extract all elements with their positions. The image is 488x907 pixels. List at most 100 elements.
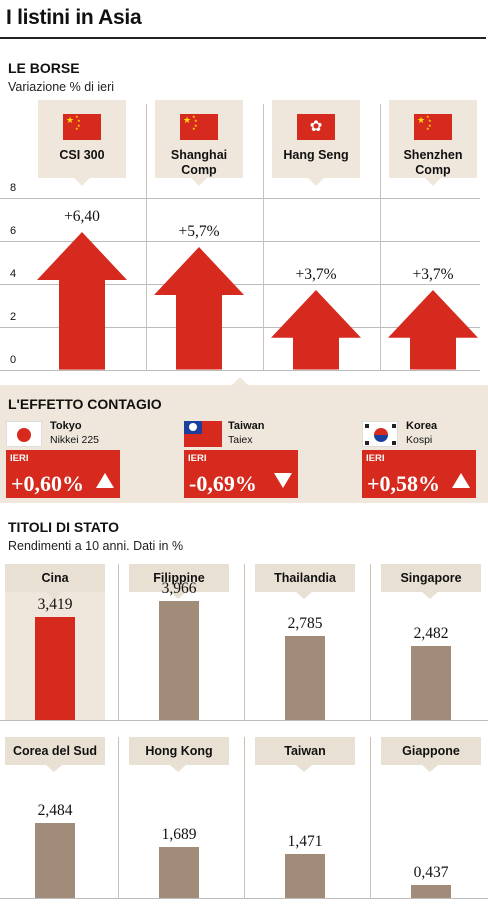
column-separator [370, 737, 371, 898]
yield-bar [411, 884, 451, 898]
column-separator [118, 564, 119, 720]
titoli-subtitle: Rendimenti a 10 anni. Dati in % [8, 539, 184, 553]
china-flag-icon: ★ ★ ★ ★ ★ [180, 114, 218, 140]
flag-star-small: ★ [426, 114, 430, 119]
bar-value-label: +3,7% [412, 266, 454, 284]
contagio-index: Nikkei 225 [50, 434, 100, 446]
contagio-tag: IERI [10, 453, 29, 464]
yield-bar [285, 636, 325, 720]
borse-subtitle: Variazione % di ieri [8, 80, 115, 94]
flag-star-small: ★ [75, 126, 79, 131]
flag-star-small: ★ [194, 123, 198, 128]
triangle-down-icon [274, 473, 292, 488]
flag-canton [184, 421, 202, 434]
column-header-box: ★ ★ ★ ★ ★ CSI 300 [38, 100, 126, 178]
country-label: Singapore [381, 564, 481, 592]
yield-value-label: 1,689 [161, 826, 197, 844]
contagio-items: Tokyo Nikkei 225 IERI +0,60% Taiwan Taiex IERI… [0, 418, 488, 502]
contagio-badge: IERI -0,69% [184, 450, 298, 498]
bar-arrow [37, 232, 127, 370]
bar-value-label: +3,7% [295, 266, 337, 284]
yield-bar [35, 823, 75, 898]
contagio-value: +0,60% [11, 471, 85, 496]
gridline [0, 241, 480, 242]
yield-value-label: 0,437 [413, 863, 449, 881]
country-label: Hong Kong [129, 737, 229, 765]
flag-star: ★ [183, 115, 192, 125]
bar-arrow-shape [271, 290, 361, 370]
contagio-tag: IERI [188, 453, 207, 464]
titoli-title: TITOLI DI STATO [8, 519, 119, 535]
y-tick-label: 4 [10, 268, 17, 280]
column-separator [370, 564, 371, 720]
triangle-up-icon [96, 473, 114, 488]
column-header-pointer [425, 178, 441, 186]
country-label: Corea del Sud [5, 737, 105, 765]
flag-bauhinia: ✿ [309, 118, 323, 135]
bar-arrow [154, 247, 244, 370]
column-header-pointer [191, 178, 207, 186]
column-separator [244, 737, 245, 898]
bar-arrow-shape [37, 232, 127, 370]
borse-title: LE BORSE [8, 60, 80, 76]
triangle-up-icon [452, 473, 470, 488]
country-label-pointer [296, 592, 312, 599]
contagio-pointer [231, 377, 249, 386]
hong-kong-flag-icon: ✿ [297, 114, 335, 140]
country-label-pointer [170, 765, 186, 772]
taiwan-flag-icon [184, 421, 222, 447]
flag-star-small: ★ [192, 126, 196, 131]
column-header-box: ★ ★ ★ ★ ★ Shenzhen Comp [389, 100, 477, 178]
y-tick-label: 6 [10, 225, 17, 237]
column-label: Hang Seng [283, 148, 349, 162]
country-label: Thailandia [255, 564, 355, 592]
yield-bar [159, 601, 199, 720]
y-tick-label: 0 [10, 354, 17, 366]
contagio-tag: IERI [366, 453, 385, 464]
contagio-value: -0,69% [189, 471, 257, 496]
flag-trigram [365, 441, 369, 445]
flag-star-small: ★ [75, 114, 79, 119]
column-separator [380, 104, 381, 370]
y-tick-label: 2 [10, 311, 17, 323]
flag-star-small: ★ [77, 123, 81, 128]
flag-sun [17, 428, 31, 442]
column-label: Shanghai Comp [170, 148, 228, 177]
flag-star-small: ★ [192, 114, 196, 119]
gridline [0, 327, 480, 328]
column-separator [118, 737, 119, 898]
country-label-pointer [46, 592, 62, 599]
japan-flag-icon [6, 421, 42, 447]
flag-taeguk [374, 428, 388, 442]
yield-bar [35, 617, 75, 720]
yield-value-label: 2,785 [287, 615, 323, 633]
flag-trigram [365, 424, 369, 428]
column-label: CSI 300 [59, 148, 105, 162]
yield-value-label: 3,966 [161, 580, 197, 598]
gridline [0, 198, 480, 199]
flag-star-small: ★ [194, 118, 198, 123]
yield-bar [285, 853, 325, 898]
column-separator [244, 564, 245, 720]
column-header-pointer [74, 178, 90, 186]
china-flag-icon: ★ ★ ★ ★ ★ [63, 114, 101, 140]
china-flag-icon: ★ ★ ★ ★ ★ [414, 114, 452, 140]
bar-value-label: +5,7% [178, 223, 220, 241]
flag-star: ★ [417, 115, 426, 125]
contagio-badge: IERI +0,60% [6, 450, 120, 498]
country-label-pointer [422, 765, 438, 772]
country-label-pointer [46, 765, 62, 772]
flag-sun [189, 423, 197, 431]
bar-arrow [271, 290, 361, 370]
yield-bar [159, 847, 199, 898]
column-header-box: ✿ Hang Seng [272, 100, 360, 178]
yield-value-label: 1,471 [287, 832, 323, 850]
contagio-city: Korea [406, 420, 438, 432]
column-header-box: ★ ★ ★ ★ ★ Shanghai Comp [155, 100, 243, 178]
yield-value-label: 3,419 [37, 596, 73, 614]
yield-value-label: 2,484 [37, 802, 73, 820]
contagio-city: Taiwan [228, 420, 265, 432]
bar-value-label: +6,40 [64, 208, 100, 226]
y-tick-label: 8 [10, 182, 17, 194]
flag-trigram [392, 424, 396, 428]
